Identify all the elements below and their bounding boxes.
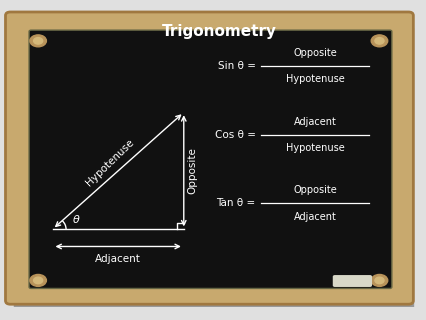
Text: Trigonometry: Trigonometry	[162, 24, 277, 39]
Circle shape	[371, 35, 388, 47]
Text: Hypotenuse: Hypotenuse	[285, 143, 344, 153]
FancyBboxPatch shape	[333, 275, 372, 287]
Text: Tan θ =: Tan θ =	[216, 198, 259, 209]
Circle shape	[30, 275, 46, 286]
Circle shape	[34, 37, 43, 44]
FancyBboxPatch shape	[14, 25, 414, 311]
Text: Adjacent: Adjacent	[95, 254, 141, 264]
Text: Opposite: Opposite	[187, 148, 197, 194]
Text: $\theta$: $\theta$	[72, 213, 81, 225]
Text: Hypotenuse: Hypotenuse	[84, 138, 136, 188]
Text: Hypotenuse: Hypotenuse	[285, 74, 344, 84]
FancyBboxPatch shape	[29, 30, 392, 288]
Text: Opposite: Opposite	[293, 185, 337, 196]
Circle shape	[371, 275, 388, 286]
Circle shape	[375, 277, 384, 284]
Text: Adjacent: Adjacent	[294, 212, 337, 221]
Circle shape	[375, 37, 384, 44]
Circle shape	[30, 35, 46, 47]
Text: Cos θ =: Cos θ =	[215, 130, 259, 140]
FancyBboxPatch shape	[6, 12, 413, 304]
Text: Adjacent: Adjacent	[294, 116, 337, 127]
Text: Sin θ =: Sin θ =	[218, 61, 259, 71]
Text: Opposite: Opposite	[293, 48, 337, 58]
Circle shape	[34, 277, 43, 284]
